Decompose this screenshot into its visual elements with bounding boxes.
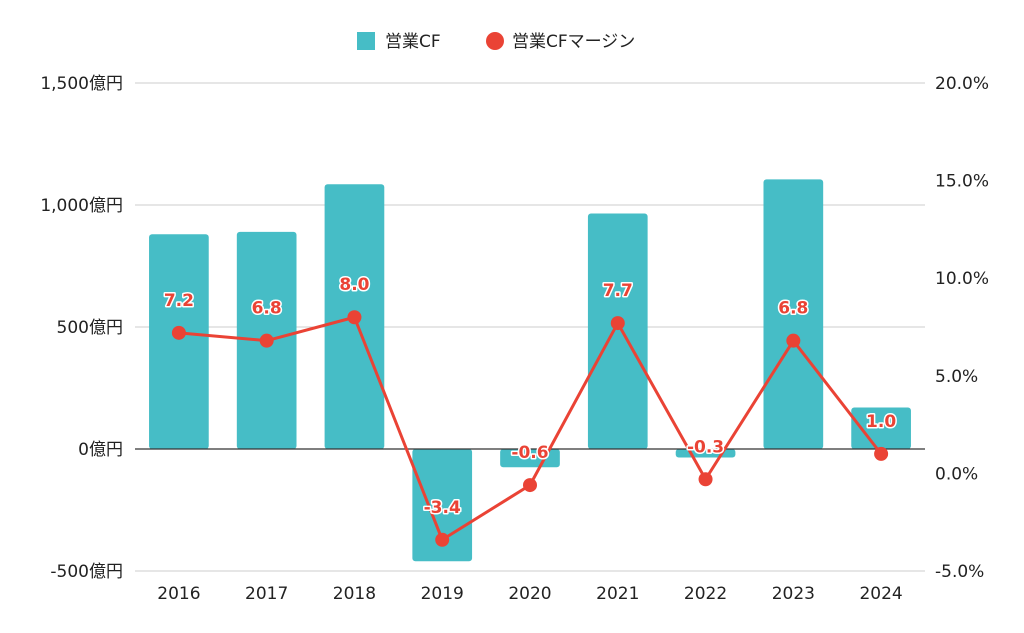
line-series: 7.2 6.8 8.0 -3.4 -0.6 7.7 -0.3 6.8 1.0 [162,274,898,547]
data-label: 6.8 [778,299,808,319]
legend-swatch-operating-cf [357,32,375,50]
left-axis-ticks: 1,500億円 1,000億円 500億円 0億円 -500億円 [40,74,123,582]
right-tick-label: 15.0% [935,172,989,192]
x-tick-label: 2023 [772,584,815,604]
x-tick-label: 2024 [859,584,902,604]
right-tick-label: 0.0% [935,464,978,484]
data-point [347,310,362,325]
bar [500,449,560,468]
right-tick-label: 20.0% [935,74,989,94]
data-point [786,333,801,348]
bar [851,407,911,449]
data-label: -3.4 [424,498,461,518]
data-point [523,478,537,493]
data-point [610,316,625,331]
data-point [259,333,274,348]
data-label: 7.7 [603,281,633,301]
data-point [698,472,713,487]
bar [587,213,648,449]
x-tick-label: 2019 [421,584,464,604]
right-tick-label: 10.0% [935,269,989,289]
bar-series [149,179,911,562]
x-axis-ticks: 2016 2017 2018 2019 2020 2021 2022 2023 2024 [157,584,902,604]
data-point [171,325,186,340]
x-tick-label: 2021 [596,584,639,604]
x-tick-label: 2016 [157,584,200,604]
right-tick-label: 5.0% [935,367,978,387]
data-label: 6.8 [252,299,282,319]
left-tick-label: 1,000億円 [40,196,123,216]
x-tick-label: 2022 [684,584,727,604]
legend: 営業CF 営業CFマージン [357,32,635,52]
data-point [435,532,450,547]
bar [763,179,824,449]
left-tick-label: 500億円 [57,318,123,338]
left-tick-label: 0億円 [78,440,123,460]
x-tick-label: 2018 [333,584,376,604]
right-axis-ticks: 20.0% 15.0% 10.0% 5.0% 0.0% -5.0% [935,74,989,582]
data-label: 8.0 [339,275,369,295]
legend-label-operating-cf-margin: 営業CFマージン [512,32,635,52]
data-label: 1.0 [866,412,896,432]
bar [149,234,209,449]
left-tick-label: 1,500億円 [40,74,123,94]
legend-marker-operating-cf-margin [486,32,504,50]
right-tick-label: -5.0% [935,562,984,582]
data-label: 7.2 [164,291,194,311]
left-tick-label: -500億円 [50,562,123,582]
data-label: -0.3 [687,437,724,457]
x-tick-label: 2017 [245,584,288,604]
data-point [874,446,889,461]
legend-label-operating-cf: 営業CF [385,32,441,52]
bar [412,449,473,562]
x-tick-label: 2020 [508,584,551,604]
data-label: -0.6 [511,443,548,463]
